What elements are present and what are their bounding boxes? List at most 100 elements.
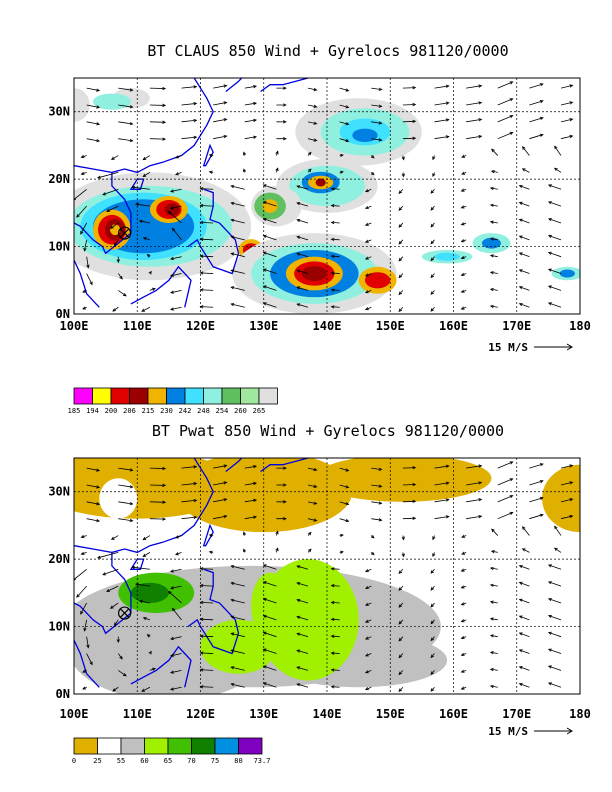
wind-vector-head (74, 577, 76, 581)
wind-vector-head (208, 550, 213, 554)
gyre-marker (117, 606, 132, 620)
wind-vector-head (110, 536, 115, 540)
wind-vector (231, 616, 245, 621)
wind-vector-head (89, 281, 93, 286)
wind-vector (74, 568, 87, 580)
wind-vector-head (296, 683, 301, 687)
wind-vector (548, 252, 562, 258)
wind-vector (110, 222, 119, 229)
wind-vector (522, 146, 530, 156)
wind-vector-head (296, 202, 301, 206)
field-blob (130, 582, 169, 603)
wind-vector (466, 498, 482, 503)
colorbar-label: 200 (105, 407, 118, 415)
wind-vector (231, 633, 245, 638)
wind-vector-head (223, 515, 228, 519)
y-tick-label: 20N (48, 172, 70, 186)
wind-vector-head (313, 121, 318, 125)
wind-vector-head (80, 154, 85, 159)
wind-vector (118, 104, 133, 108)
wind-vector (497, 495, 513, 503)
wind-vector (497, 512, 513, 520)
wind-vector-head (313, 87, 318, 92)
wind-vector-head (253, 498, 257, 503)
wind-vector-head (412, 102, 417, 107)
wind-vector (371, 484, 382, 487)
wind-vector-head (539, 513, 544, 517)
wind-vector (244, 119, 257, 123)
wind-vector (263, 252, 277, 258)
wind-vector (139, 220, 150, 224)
wind-vector (371, 518, 382, 521)
wind-vector (263, 581, 277, 587)
wind-vector-head (146, 254, 151, 258)
wind-vector (181, 119, 197, 123)
colorbar-swatch (258, 387, 278, 405)
wind-vector (519, 185, 530, 190)
wind-vector-head (489, 600, 494, 604)
colorbar-swatch (73, 387, 93, 405)
wind-vector-head (430, 223, 434, 228)
wind-vector (365, 686, 372, 690)
colorbar-swatch (221, 387, 241, 405)
wind-vector-head (296, 235, 301, 239)
wind-vector (529, 514, 544, 520)
wind-vector (263, 564, 277, 570)
wind-vector-head (460, 636, 465, 640)
wind-vector-head (169, 569, 174, 573)
wind-vector (231, 649, 245, 654)
wind-vector-head (162, 483, 167, 488)
wind-vector (244, 102, 257, 106)
wind-vector (231, 253, 245, 258)
wind-vector-head (89, 661, 93, 666)
wind-vector-head (262, 285, 267, 289)
wind-vector-head (96, 485, 101, 489)
wind-vector (371, 121, 382, 124)
wind-vector-head (378, 121, 383, 125)
panel1-title: BT CLAUS 850 Wind + Gyrelocs 981120/0000 (147, 42, 508, 60)
wind-vector (331, 188, 340, 190)
wind-vector-head (554, 525, 558, 530)
wind-vector (560, 498, 573, 503)
wind-vector (548, 665, 562, 671)
wind-vector (548, 581, 562, 587)
wind-vector (371, 501, 382, 504)
wind-vector-head (460, 188, 465, 192)
wind-vector-head (162, 517, 167, 521)
wind-vector-head (522, 526, 526, 530)
wind-vector (263, 615, 277, 621)
wind-vector-head (141, 688, 146, 692)
wind-vector-head (547, 598, 552, 602)
wind-vector-head (230, 666, 235, 670)
wind-vector-head (345, 122, 350, 126)
wind-vector-head (461, 534, 466, 538)
wind-vector-head (230, 218, 235, 222)
wind-vector-head (230, 252, 235, 256)
wind-vector (490, 584, 498, 587)
wind-vector (519, 649, 530, 654)
wind-vector-head (370, 551, 375, 556)
wind-vector (490, 288, 498, 291)
wind-vector (529, 480, 544, 486)
wind-vector-head (262, 648, 267, 652)
wind-vector-head (193, 102, 198, 106)
wind-vector-head (430, 274, 434, 279)
wind-vector-head (199, 220, 204, 225)
wind-vector-head (170, 256, 174, 261)
wind-vector-head (518, 649, 523, 653)
wind-vector (519, 218, 530, 224)
wind-vector-head (283, 500, 287, 504)
wind-vector (84, 619, 88, 631)
wind-vector (398, 602, 404, 608)
wind-vector-head (509, 81, 514, 85)
wind-vector (490, 567, 498, 570)
wind-vector-head (151, 667, 156, 671)
x-tick-label: 160E (439, 319, 468, 333)
wind-vector (554, 146, 562, 156)
wind-vector (365, 585, 372, 589)
wind-vector-head (547, 665, 552, 669)
wind-vector (263, 598, 277, 604)
wind-vector (231, 599, 245, 604)
coastline-vietnam (74, 172, 132, 255)
wind-vector-head (445, 101, 450, 105)
